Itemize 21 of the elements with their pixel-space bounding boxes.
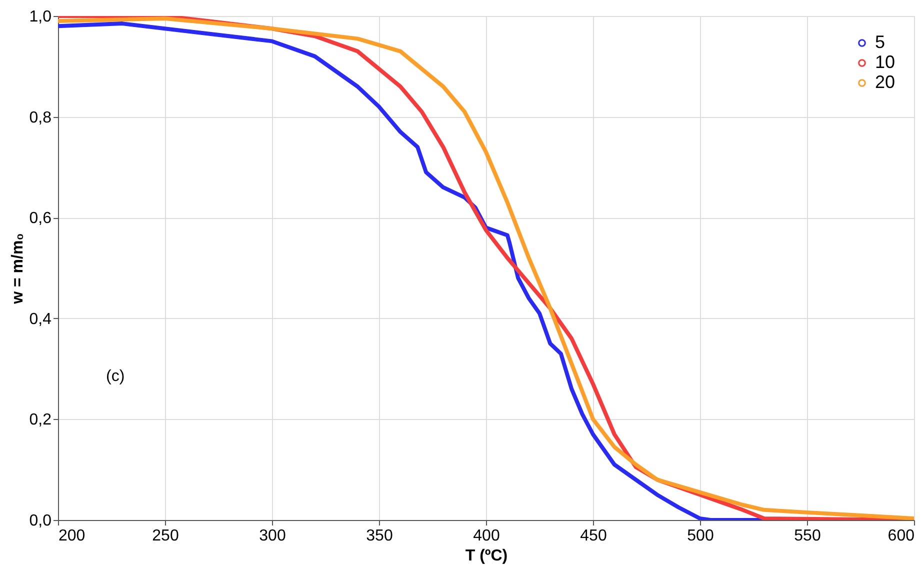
x-tick-label: 500 — [687, 528, 714, 544]
legend-label: 10 — [875, 52, 896, 72]
x-axis-title: T (ºC) — [465, 548, 508, 564]
y-tick-label: 0,4 — [29, 310, 52, 328]
x-tick-label: 400 — [473, 528, 500, 544]
y-tick-label: 1,0 — [29, 8, 52, 26]
annotation: (c) — [106, 368, 125, 385]
y-tick-label: 0,2 — [29, 412, 52, 429]
x-tick-label: 450 — [580, 528, 607, 544]
y-tick-label: 0,8 — [29, 109, 52, 126]
y-tick-label: 0,6 — [29, 210, 52, 228]
x-tick-label: 600 — [888, 528, 915, 544]
x-tick-label: 350 — [366, 528, 393, 544]
x-tick-label: 250 — [152, 528, 179, 544]
x-tick-label: 300 — [259, 528, 286, 544]
x-tick-label: 200 — [58, 528, 86, 544]
y-axis-title: w = m/m₀ — [9, 233, 26, 305]
legend-label: 20 — [875, 72, 896, 92]
legend-label: 5 — [875, 32, 886, 52]
y-tick-label: 0,0 — [29, 512, 52, 530]
x-tick-label: 550 — [794, 528, 821, 544]
